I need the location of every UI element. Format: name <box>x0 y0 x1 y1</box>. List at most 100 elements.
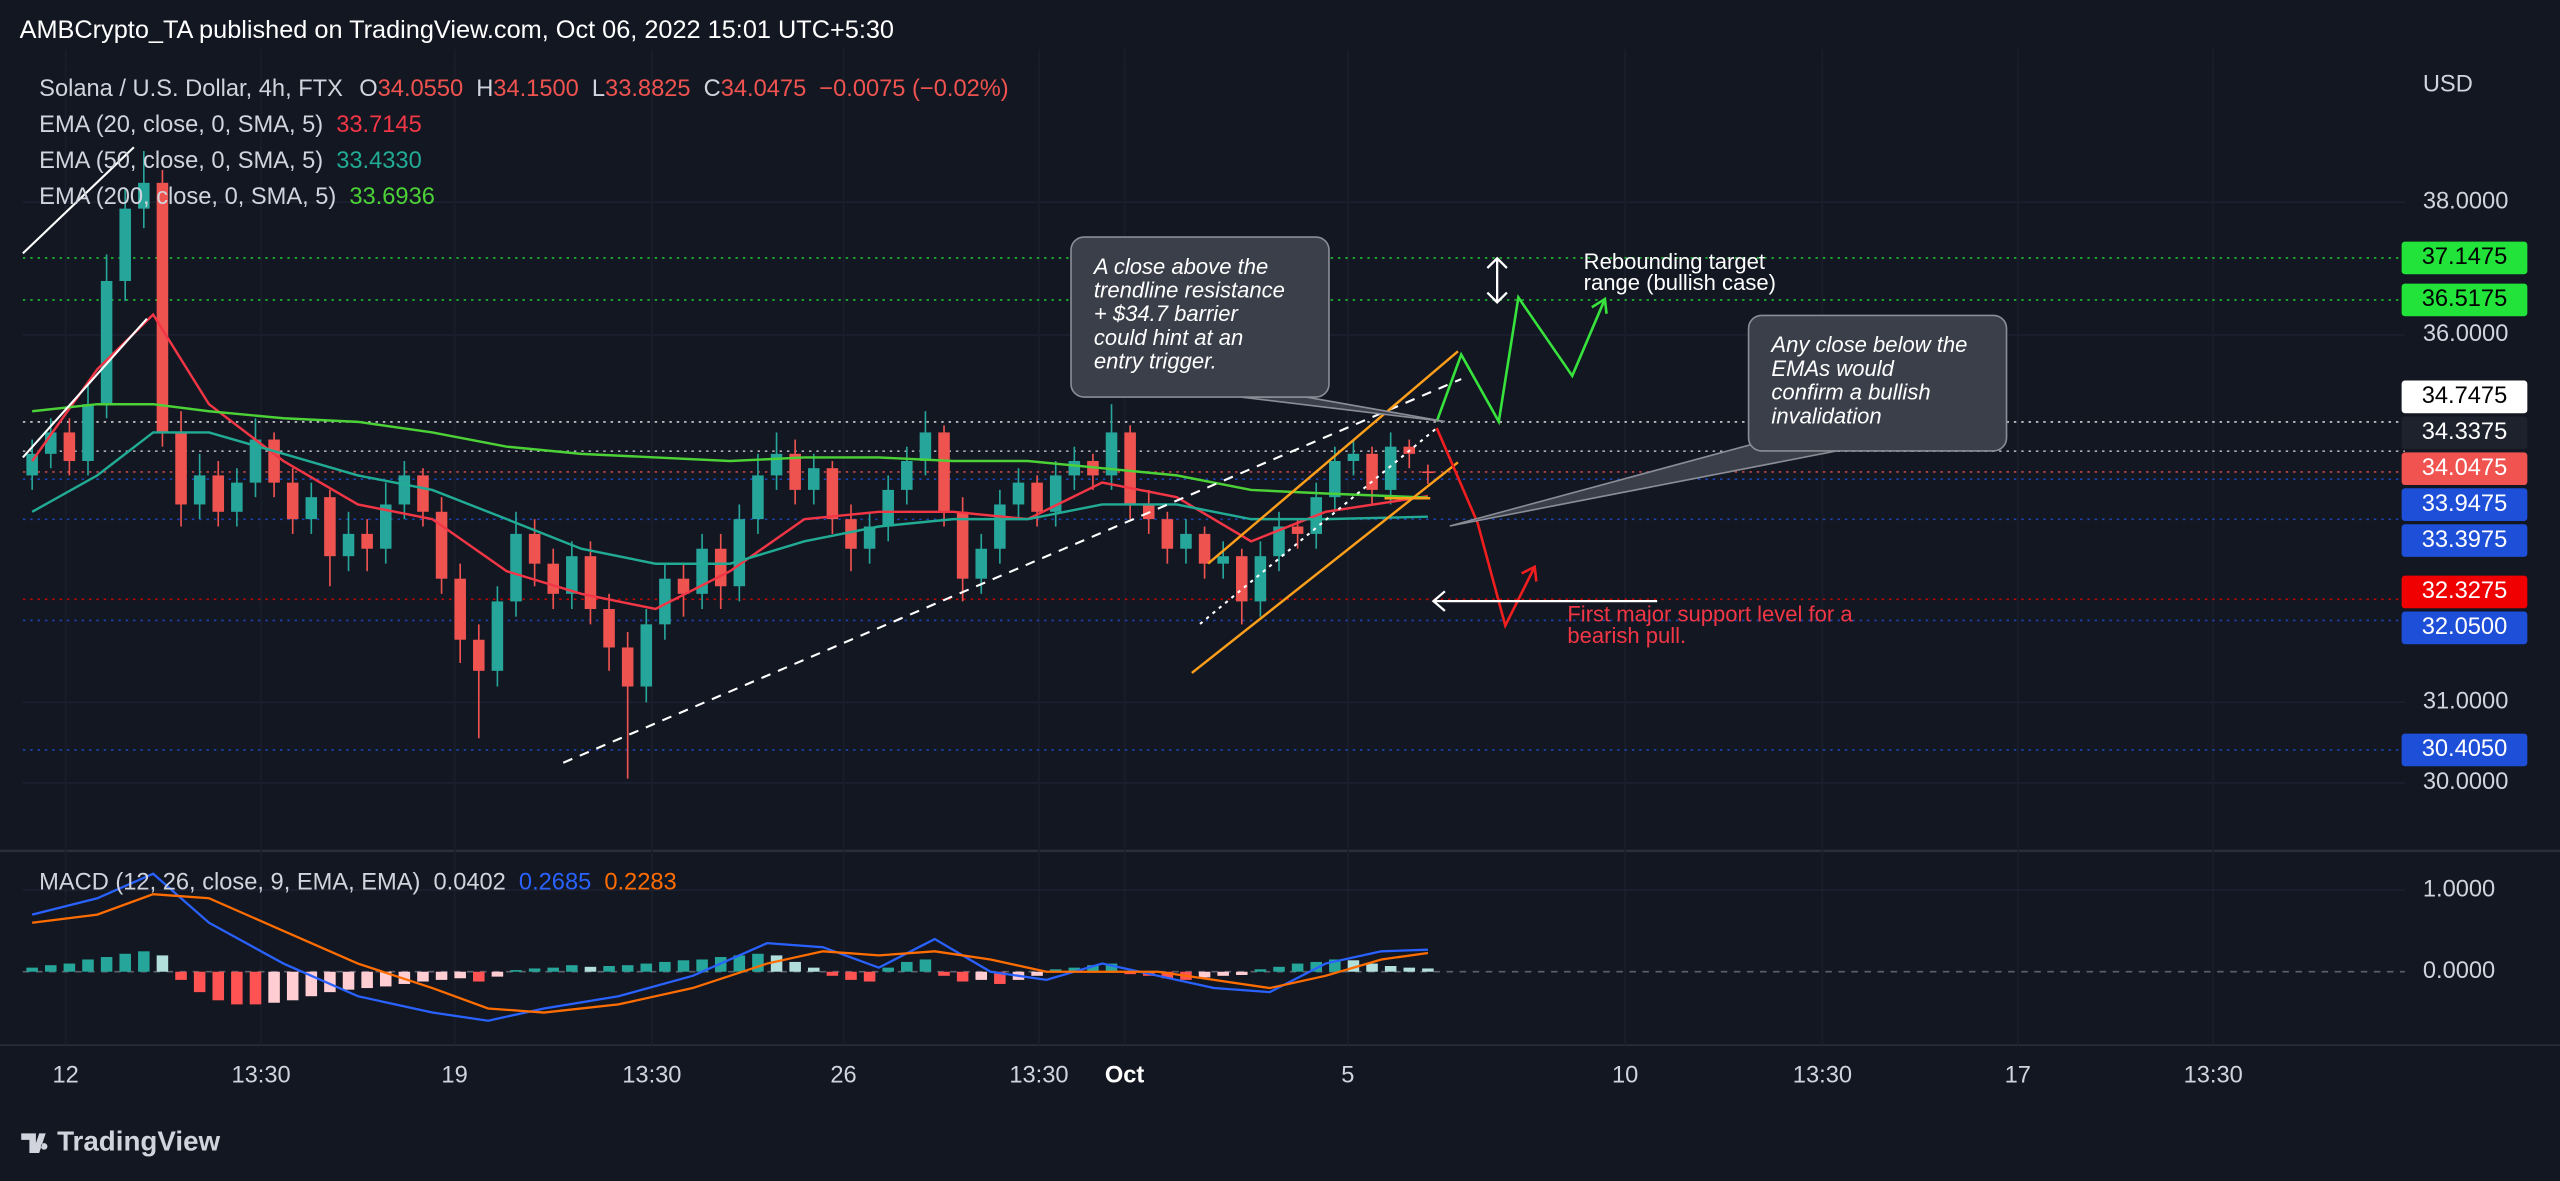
candle-body <box>361 533 373 549</box>
annotation-text: Rebounding target <box>1584 249 1765 274</box>
histogram-bar <box>268 971 280 1003</box>
arrow-head <box>1521 564 1538 582</box>
histogram-bar <box>938 971 950 976</box>
ohlc-value: 34.0475 <box>721 76 807 102</box>
candle-body <box>1347 453 1360 461</box>
x-tick-label: 13:30 <box>1009 1062 1068 1088</box>
histogram-bar <box>1049 969 1062 972</box>
x-tick-label: 17 <box>2005 1062 2031 1088</box>
histogram-bar <box>286 971 299 1001</box>
histogram-bar <box>956 971 969 982</box>
histogram-bar <box>1105 963 1118 972</box>
candle-body <box>473 639 485 671</box>
histogram-bar <box>379 971 392 987</box>
histogram-bar <box>1236 971 1248 975</box>
histogram-bar <box>324 971 336 993</box>
bearish-path <box>1435 427 1536 630</box>
ohlc-label: C <box>704 76 721 102</box>
x-tick-label: 13:30 <box>2184 1062 2243 1088</box>
candle-body <box>231 482 243 512</box>
candle-body <box>696 548 708 594</box>
price-label: 32.3275 <box>2422 578 2508 604</box>
annotation-text: trendline resistance <box>1094 278 1285 303</box>
histogram-bar <box>901 961 913 972</box>
price-label-box <box>2401 416 2528 450</box>
indicator-value: 0.0402 <box>433 870 505 896</box>
candle-body <box>417 475 429 512</box>
histogram-bar <box>193 971 206 993</box>
histogram-bar <box>63 963 76 972</box>
histogram-bar <box>1347 960 1360 972</box>
price-label: 34.7475 <box>2422 383 2508 409</box>
histogram-bar <box>677 960 690 972</box>
candle-body <box>733 519 746 587</box>
histogram-bar <box>1403 967 1416 972</box>
histogram-bar <box>919 959 932 972</box>
candle-body <box>845 519 857 549</box>
candle-body <box>752 475 764 520</box>
indicator-name: MACD (12, 26, close, 9, EMA, EMA) <box>39 870 420 896</box>
histogram-bar <box>435 971 448 980</box>
arrow-head <box>1431 590 1446 612</box>
candle-body <box>100 280 113 405</box>
histogram-bar <box>1310 961 1322 972</box>
y-tick-label: 36.0000 <box>2423 321 2509 347</box>
candle-body <box>566 556 578 594</box>
labels: 30.0000 31.0000 36.0000 38.0000 12 13:30 19 13:… <box>39 76 2528 1088</box>
histogram-bar <box>994 971 1006 984</box>
annotation-text: could hint at an <box>1094 325 1243 350</box>
candle-body <box>45 432 57 454</box>
candle-body <box>528 533 541 564</box>
price-label-box <box>2401 611 2528 645</box>
x-tick-label: 13:30 <box>622 1062 681 1088</box>
candle-body <box>1049 475 1062 512</box>
price-label-box <box>2401 241 2528 275</box>
candle-body <box>1236 556 1248 602</box>
annotation-text: confirm a bullish <box>1771 380 1930 405</box>
histogram-bar <box>789 961 801 972</box>
price-label-box <box>2401 488 2528 521</box>
ema-line <box>31 312 1429 611</box>
histogram-bar <box>45 965 57 972</box>
candle-body <box>1105 432 1118 476</box>
trendline <box>22 146 135 255</box>
price-label: 37.1475 <box>2422 244 2508 270</box>
annotation-text: entry trigger. <box>1094 349 1217 374</box>
candle-body <box>305 497 318 520</box>
annotation-text: + $34.7 barrier <box>1094 301 1240 326</box>
histogram-bar <box>1217 971 1229 976</box>
histogram-bar <box>1161 971 1174 979</box>
candle-body <box>1217 556 1229 564</box>
histogram-bar <box>231 971 243 1005</box>
annotation-text: Any close below the <box>1769 332 1967 357</box>
candle-body <box>26 453 38 476</box>
candle-body <box>956 511 969 579</box>
candle-body <box>1422 471 1434 474</box>
histogram-bar <box>584 966 597 972</box>
candle-body <box>175 432 187 505</box>
x-tick-label: Oct <box>1105 1062 1145 1088</box>
histogram-bar <box>770 955 783 972</box>
histogram-bar <box>1254 969 1267 972</box>
candle-body <box>63 432 76 461</box>
ohlc-label: O <box>359 76 377 102</box>
histogram-bar <box>826 971 839 976</box>
candle-body <box>1366 453 1378 490</box>
symbol: Solana / U.S. Dollar, 4h, FTX <box>39 76 343 102</box>
candle-body <box>286 482 299 520</box>
y-tick-label: 1.0000 <box>2423 876 2495 902</box>
legend-entry: EMA (200, close, 0, SMA, 5) 33.6936 <box>39 184 435 210</box>
plot <box>26 150 1434 1022</box>
candle-body <box>770 453 783 476</box>
candle-body <box>1068 460 1081 476</box>
price-label: 32.0500 <box>2422 614 2508 640</box>
candle-body <box>398 475 411 505</box>
candle-body <box>547 563 560 594</box>
histogram-bar <box>621 965 634 972</box>
price-label-box <box>2401 575 2528 609</box>
histogram-bar <box>510 970 522 972</box>
candle-body <box>603 609 615 648</box>
legend-value: 33.7145 <box>336 112 422 138</box>
candle-body <box>677 578 690 594</box>
